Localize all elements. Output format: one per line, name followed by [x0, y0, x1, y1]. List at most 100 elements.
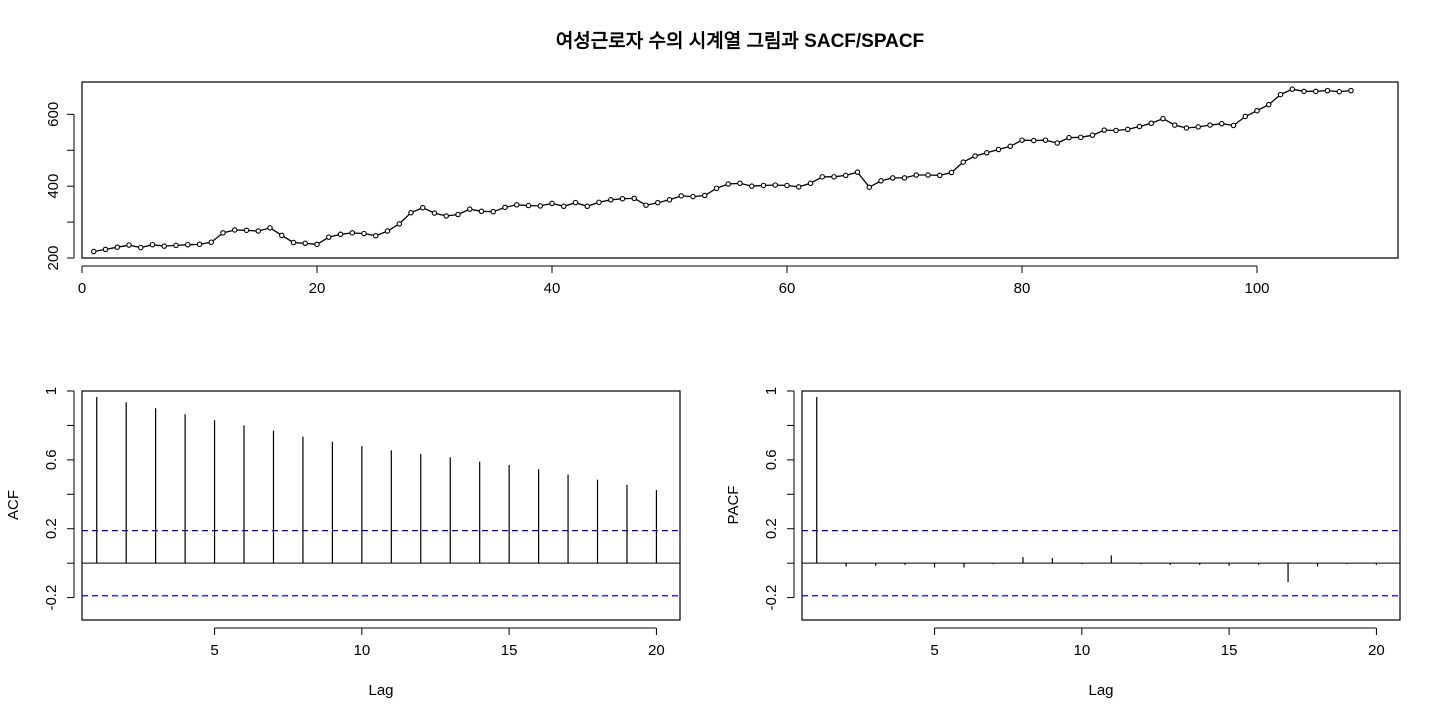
x-tick-label: 100: [1244, 280, 1269, 297]
x-tick-label: 15: [501, 642, 518, 659]
page-title: 여성근로자 수의 시계열 그림과 SACF/SPACF: [556, 30, 924, 52]
acf-x-label: Lag: [368, 682, 393, 699]
series-point: [1324, 87, 1331, 94]
y-tick-label: -0.2: [763, 585, 780, 611]
series-point: [1113, 127, 1119, 134]
series-point: [1125, 126, 1131, 133]
time-series-panel: 0 20 40 60 80 100 200 400 600: [45, 81, 1399, 297]
series-point: [185, 241, 191, 248]
series-point: [525, 202, 532, 209]
time-series-plot: [91, 86, 1354, 255]
series-point: [560, 203, 567, 210]
series-point: [631, 195, 637, 202]
series-point: [161, 243, 168, 249]
series-point: [678, 193, 684, 199]
series-point: [1172, 122, 1178, 128]
acf-x-axis: 5 10 15 20: [210, 627, 665, 659]
series-point: [1254, 107, 1260, 114]
x-tick-label: 60: [779, 280, 796, 297]
series-point: [1031, 137, 1037, 144]
series-point: [772, 182, 778, 188]
series-point: [549, 200, 555, 207]
y-tick-label: 0.6: [43, 449, 60, 470]
series-point: [725, 181, 731, 187]
series-point: [784, 182, 790, 189]
series-point: [1019, 137, 1025, 143]
y-tick-label: 0.2: [763, 518, 780, 539]
series-point: [1289, 86, 1296, 92]
series-point: [1348, 87, 1354, 94]
pacf-y-label: PACF: [725, 486, 742, 525]
pacf-x-label: Lag: [1088, 682, 1113, 699]
x-tick-label: 5: [930, 642, 938, 659]
acf-panel: 5 10 15 20 -0.2 0.2 0.6 1 Lag ACF: [5, 387, 681, 699]
series-point: [690, 193, 696, 200]
x-tick-label: 20: [309, 280, 326, 297]
time-series-y-axis: 200 400 600: [45, 102, 75, 271]
series-line: [93, 88, 1352, 253]
series-point: [819, 174, 825, 180]
y-tick-label: 0.2: [43, 518, 60, 539]
pacf-panel: 5 10 15 20 -0.2 0.2 0.6 1 Lag PACF: [725, 387, 1401, 699]
y-tick-label: 1: [43, 387, 60, 395]
pacf-plot: [802, 397, 1400, 597]
series-point: [1007, 143, 1013, 150]
series-point: [1277, 91, 1284, 98]
series-point: [995, 146, 1002, 153]
y-tick-label: -0.2: [43, 585, 60, 611]
series-point: [1054, 140, 1061, 146]
x-tick-label: 20: [1368, 642, 1385, 659]
series-point: [490, 208, 496, 215]
series-point: [760, 182, 767, 189]
series-point: [1266, 101, 1272, 108]
series-point: [337, 231, 344, 238]
series-point: [384, 228, 391, 234]
series-point: [596, 199, 602, 206]
series-point: [842, 172, 849, 179]
series-point: [314, 241, 320, 248]
series-point: [419, 204, 426, 211]
series-point: [1219, 120, 1225, 127]
series-point: [114, 244, 121, 250]
series-point: [278, 232, 285, 239]
series-point: [1136, 123, 1143, 130]
series-point: [972, 153, 978, 159]
series-point: [572, 199, 579, 206]
x-tick-label: 0: [78, 280, 86, 297]
series-point: [466, 206, 473, 212]
series-point: [1301, 88, 1307, 95]
series-point: [831, 174, 837, 180]
series-point: [361, 230, 367, 237]
series-point: [960, 159, 966, 165]
series-point: [1078, 134, 1084, 141]
series-point: [948, 169, 955, 176]
series-point: [807, 180, 814, 187]
series-point: [1148, 120, 1155, 127]
series-point: [1313, 88, 1319, 95]
series-point: [1336, 88, 1343, 95]
series-point: [431, 210, 438, 216]
series-point: [102, 246, 109, 253]
series-point: [619, 195, 626, 202]
series-point: [866, 184, 872, 190]
series-point: [455, 211, 461, 218]
series-point: [878, 178, 884, 184]
series-point: [654, 199, 661, 206]
series-point: [748, 183, 755, 189]
series-point: [149, 241, 156, 248]
series-point: [513, 202, 520, 208]
series-point: [290, 239, 297, 246]
pacf-y-axis: -0.2 0.2 0.6 1: [763, 387, 795, 611]
series-point: [372, 232, 379, 239]
series-point: [936, 172, 943, 179]
y-tick-label: 0.6: [763, 449, 780, 470]
series-point: [1207, 122, 1213, 128]
series-point: [208, 239, 215, 245]
series-point: [701, 192, 708, 199]
series-point: [584, 203, 590, 210]
x-tick-label: 10: [1074, 642, 1091, 659]
acf-y-axis: -0.2 0.2 0.6 1: [43, 387, 75, 611]
series-point: [737, 180, 743, 187]
series-point: [349, 230, 355, 236]
series-point: [889, 175, 896, 181]
